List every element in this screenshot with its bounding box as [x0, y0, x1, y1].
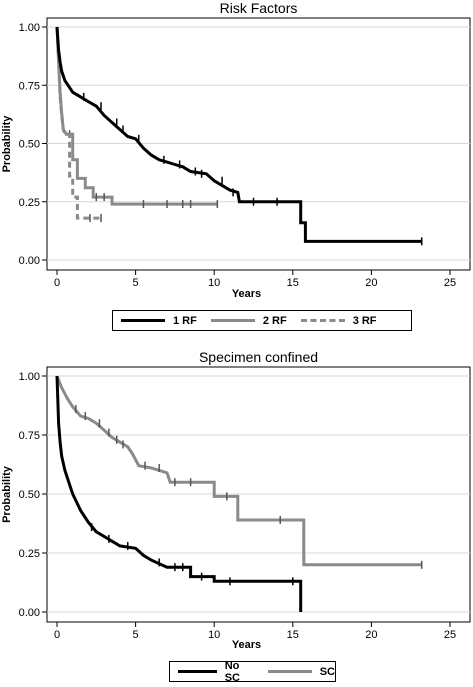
legend-swatch [300, 319, 345, 322]
legend-swatch [210, 319, 255, 322]
series-line-sc [55, 375, 422, 567]
x-tick-label: 10 [208, 629, 220, 641]
x-tick-label: 25 [444, 629, 456, 641]
x-tick-label: 5 [133, 629, 139, 641]
legend-label: 2 RF [262, 314, 287, 327]
chart-panel-1: 0.00 0.25 0.50 0.75 1.00 0 5 10 15 20 25 Risk Facto… [1, 0, 471, 300]
y-tick-label: 0.50 [19, 139, 40, 151]
x-tick-label: 0 [54, 277, 60, 289]
legend-item-2-rf: 2 RF [210, 314, 287, 327]
series-line-2-rf [55, 26, 218, 206]
chart-title: Risk Factors [220, 0, 298, 16]
series-line-1-rf [55, 26, 422, 243]
legend-label: No SC [224, 659, 240, 684]
legend-item-1-rf: 1 RF [121, 315, 197, 327]
chart-panel-2: 0.00 0.25 0.50 0.75 1.00 0 5 10 15 20 25 Specimen c… [1, 349, 471, 651]
x-axis-label: Years [232, 288, 261, 300]
legend-swatch [121, 319, 165, 322]
y-tick-label: 0.00 [19, 607, 40, 619]
y-tick-label: 1.00 [19, 22, 40, 34]
y-tick-label: 0.75 [19, 80, 40, 92]
series-line-3-rf [55, 26, 101, 220]
y-tick-label: 0.25 [19, 548, 40, 560]
legend-label: SC [319, 665, 335, 678]
chart-title: Specimen confined [199, 349, 318, 365]
x-tick-label: 10 [208, 277, 220, 289]
x-tick-label: 20 [365, 629, 377, 641]
y-tick-label: 0.75 [19, 430, 40, 442]
legend-label: 1 RF [173, 314, 197, 327]
x-tick-label: 25 [444, 277, 456, 289]
legend-item-sc: SC [267, 665, 335, 678]
x-tick-label: 15 [287, 629, 299, 641]
y-axis-label: Probability [1, 115, 13, 173]
legend-item-no-sc: No SC [178, 660, 254, 684]
x-tick-label: 15 [287, 277, 299, 289]
y-axis-label: Probability [1, 465, 13, 523]
legend-swatch [267, 670, 312, 673]
legend-swatch [178, 670, 217, 673]
x-tick-label: 0 [54, 629, 60, 641]
legend-risk-factors: 1 RF 2 RF 3 RF [112, 310, 412, 331]
legend-label: 3 RF [352, 314, 377, 327]
x-axis-label: Years [232, 639, 261, 651]
series-line-no-sc [55, 375, 303, 612]
legend-specimen-confined: No SC SC [169, 660, 336, 684]
x-tick-label: 20 [365, 277, 377, 289]
y-tick-label: 0.50 [19, 489, 40, 501]
x-tick-label: 5 [133, 277, 139, 289]
legend-item-3-rf: 3 RF [300, 314, 377, 327]
y-tick-label: 0.25 [19, 197, 40, 209]
y-tick-label: 1.00 [19, 371, 40, 383]
y-tick-label: 0.00 [19, 255, 40, 267]
